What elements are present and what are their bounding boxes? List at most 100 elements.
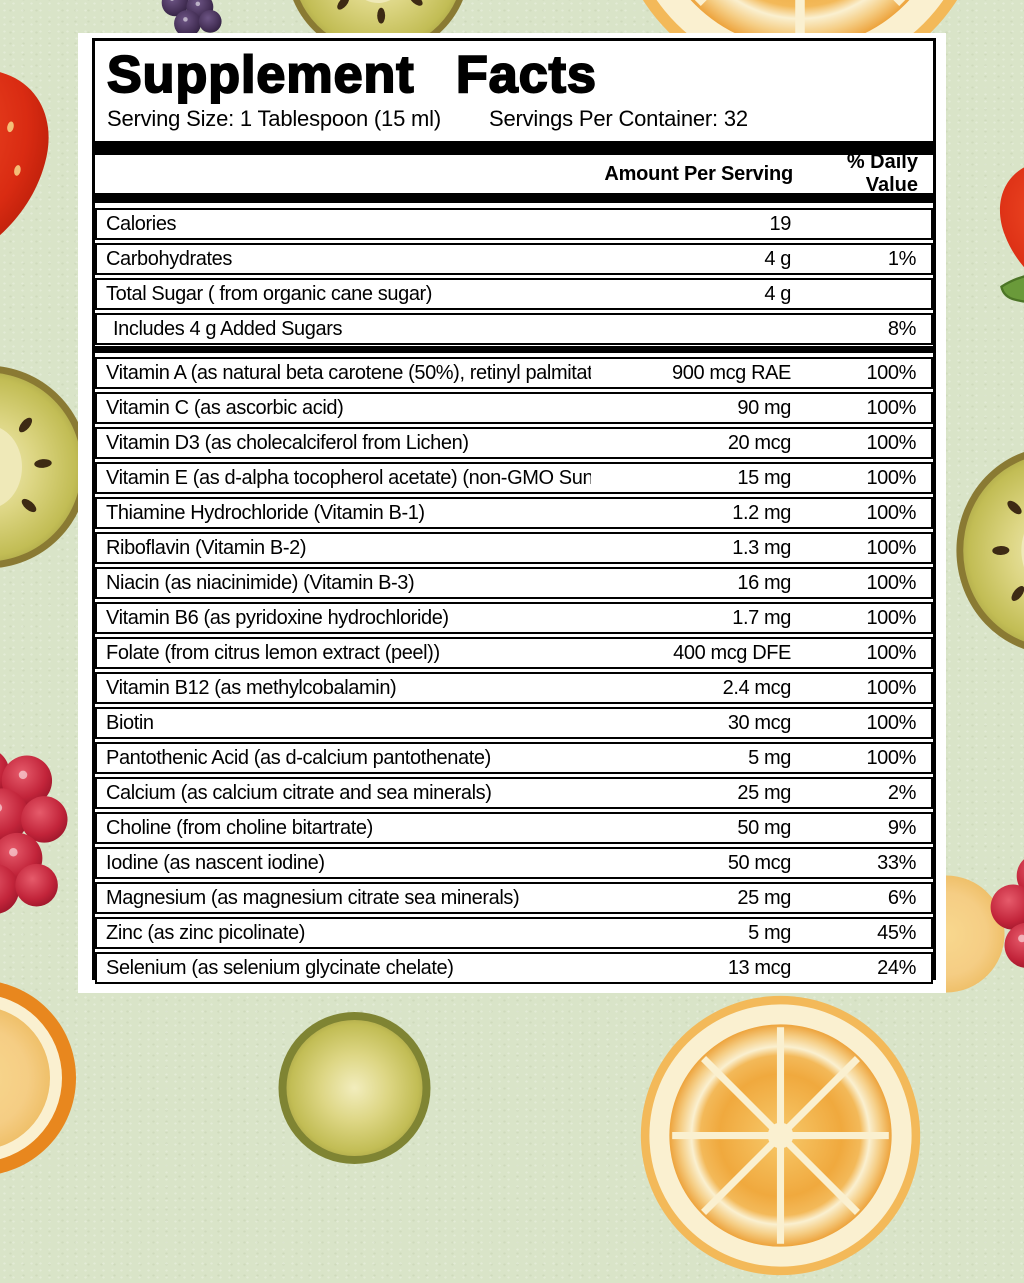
table-row: Choline (from choline bitartrate) 50 mg 9% xyxy=(95,812,933,844)
divider-bar-header xyxy=(95,193,933,203)
amount-value: 15 mg xyxy=(737,466,791,489)
amount-value: 30 mcg xyxy=(727,711,792,734)
daily-value: 6% xyxy=(887,886,917,909)
table-row: Riboflavin (Vitamin B-2) 1.3 mg 100% xyxy=(95,532,933,564)
daily-value: 100% xyxy=(866,536,916,559)
table-row: Zinc (as zinc picolinate) 5 mg 45% xyxy=(95,917,933,949)
raspberry-left-icon xyxy=(0,742,80,920)
daily-value: 100% xyxy=(866,711,916,734)
kiwi-bottom-icon xyxy=(272,1008,437,1168)
amount-value: 5 mg xyxy=(748,921,791,944)
nutrient-name: Total Sugar ( from organic cane sugar) xyxy=(106,282,433,305)
nutrient-name: Vitamin E (as d-alpha tocopherol acetate… xyxy=(106,466,591,489)
nutrient-name: Vitamin A (as natural beta carotene (50%… xyxy=(106,361,591,384)
macro-rows-table: Calories 19 Carbohydrates 4 g 1% Total Sugar … xyxy=(95,208,933,345)
nutrient-name: Calcium (as calcium citrate and sea mine… xyxy=(106,781,492,804)
table-row: Calcium (as calcium citrate and sea mine… xyxy=(95,777,933,809)
table-row: Includes 4 g Added Sugars 8% xyxy=(95,313,933,345)
daily-value: 2% xyxy=(887,781,917,804)
divider-bar-top xyxy=(95,141,933,155)
nutrient-name: Calories xyxy=(106,212,177,235)
nutrient-name: Choline (from choline bitartrate) xyxy=(106,816,373,839)
amount-value: 1.3 mg xyxy=(732,536,791,559)
daily-value-column-header: % Daily Value xyxy=(846,151,918,196)
daily-value: 24% xyxy=(877,956,916,979)
table-row: Vitamin D3 (as cholecalciferol from Lich… xyxy=(95,427,933,459)
table-row: Vitamin B6 (as pyridoxine hydrochloride)… xyxy=(95,602,933,634)
daily-value: 1% xyxy=(887,247,917,270)
amount-value: 4 g xyxy=(764,247,791,270)
amount-value: 19 xyxy=(769,212,792,235)
amount-value: 25 mg xyxy=(737,781,791,804)
servings-per-container-text: Servings Per Container: 32 xyxy=(488,106,748,131)
daily-value: 100% xyxy=(866,606,916,629)
amount-value: 13 mcg xyxy=(727,956,792,979)
amount-value: 4 g xyxy=(764,282,791,305)
serving-size-text: Serving Size: 1 Tablespoon (15 ml) xyxy=(107,106,441,131)
divider-bar-section xyxy=(95,346,933,353)
table-row: Vitamin C (as ascorbic acid) 90 mg 100% xyxy=(95,392,933,424)
table-row: Iodine (as nascent iodine) 50 mcg 33% xyxy=(95,847,933,879)
daily-value: 100% xyxy=(866,746,916,769)
nutrient-name: Selenium (as selenium glycinate chelate) xyxy=(106,956,454,979)
daily-value: 8% xyxy=(887,317,917,340)
amount-value: 5 mg xyxy=(748,746,791,769)
amount-value: 20 mcg xyxy=(727,431,792,454)
amount-value: 50 mcg xyxy=(727,851,792,874)
daily-value: 33% xyxy=(877,851,916,874)
table-row: Vitamin A (as natural beta carotene (50%… xyxy=(95,357,933,389)
facts-border-box: Supplement Facts Serving Size: 1 Tablesp… xyxy=(92,38,936,984)
amount-value: 16 mg xyxy=(737,571,791,594)
table-row: Vitamin E (as d-alpha tocopherol acetate… xyxy=(95,462,933,494)
table-row: Magnesium (as magnesium citrate sea mine… xyxy=(95,882,933,914)
nutrient-name: Zinc (as zinc picolinate) xyxy=(106,921,305,944)
supplement-facts-panel: Supplement Facts Serving Size: 1 Tablesp… xyxy=(78,33,946,993)
amount-value: 900 mcg RAE xyxy=(672,361,791,384)
kiwi-slice-right-icon xyxy=(953,443,1024,658)
daily-value: 100% xyxy=(866,501,916,524)
amount-value: 1.2 mg xyxy=(732,501,791,524)
daily-value: 100% xyxy=(866,641,916,664)
nutrient-name: Carbohydrates xyxy=(106,247,232,270)
table-row: Niacin (as niacinimide) (Vitamin B-3) 16 … xyxy=(95,567,933,599)
daily-value: 100% xyxy=(866,466,916,489)
table-row: Selenium (as selenium glycinate chelate)… xyxy=(95,952,933,984)
nutrient-rows-table: Vitamin A (as natural beta carotene (50%… xyxy=(95,357,933,984)
table-row: Total Sugar ( from organic cane sugar) 4 … xyxy=(95,278,933,310)
table-row: Folate (from citrus lemon extract (peel)… xyxy=(95,637,933,669)
strawberry-right-icon xyxy=(968,123,1024,341)
daily-value: 45% xyxy=(877,921,916,944)
daily-value: 100% xyxy=(866,361,916,384)
table-row: Calories 19 xyxy=(95,208,933,240)
amount-column-header: Amount Per Serving xyxy=(604,162,793,185)
nutrient-name: Niacin (as niacinimide) (Vitamin B-3) xyxy=(106,571,415,594)
serving-info: Serving Size: 1 Tablespoon (15 ml) Servi… xyxy=(107,106,921,132)
table-row: Thiamine Hydrochloride (Vitamin B-1) 1.2 … xyxy=(95,497,933,529)
nutrient-name: Vitamin B12 (as methylcobalamin) xyxy=(106,676,397,699)
nutrient-name: Magnesium (as magnesium citrate sea mine… xyxy=(106,886,520,909)
column-header-row: Amount Per Serving % Daily Value xyxy=(95,151,933,196)
amount-value: 90 mg xyxy=(737,396,791,419)
daily-value: 100% xyxy=(866,396,916,419)
nutrient-name: Folate (from citrus lemon extract (peel)… xyxy=(106,641,440,664)
daily-value: 100% xyxy=(866,571,916,594)
nutrient-name: Pantothenic Acid (as d-calcium pantothen… xyxy=(106,746,491,769)
amount-value: 2.4 mcg xyxy=(722,676,792,699)
daily-value: 100% xyxy=(866,676,916,699)
nutrient-name: Riboflavin (Vitamin B-2) xyxy=(106,536,307,559)
page-title: Supplement Facts xyxy=(106,46,597,104)
amount-value: 1.7 mg xyxy=(732,606,791,629)
table-row: Biotin 30 mcg 100% xyxy=(95,707,933,739)
nutrient-name: Vitamin D3 (as cholecalciferol from Lich… xyxy=(106,431,469,454)
amount-value: 400 mcg DFE xyxy=(673,641,791,664)
table-row: Vitamin B12 (as methylcobalamin) 2.4 mcg 1… xyxy=(95,672,933,704)
table-row: Carbohydrates 4 g 1% xyxy=(95,243,933,275)
table-row: Pantothenic Acid (as d-calcium pantothen… xyxy=(95,742,933,774)
nutrient-name: Includes 4 g Added Sugars xyxy=(113,317,343,340)
orange-slice-bottom-left-icon xyxy=(0,978,78,1178)
nutrient-name: Biotin xyxy=(106,711,154,734)
nutrient-name: Vitamin B6 (as pyridoxine hydrochloride) xyxy=(106,606,449,629)
nutrient-name: Iodine (as nascent iodine) xyxy=(106,851,325,874)
nutrient-name: Thiamine Hydrochloride (Vitamin B-1) xyxy=(106,501,425,524)
amount-value: 25 mg xyxy=(737,886,791,909)
